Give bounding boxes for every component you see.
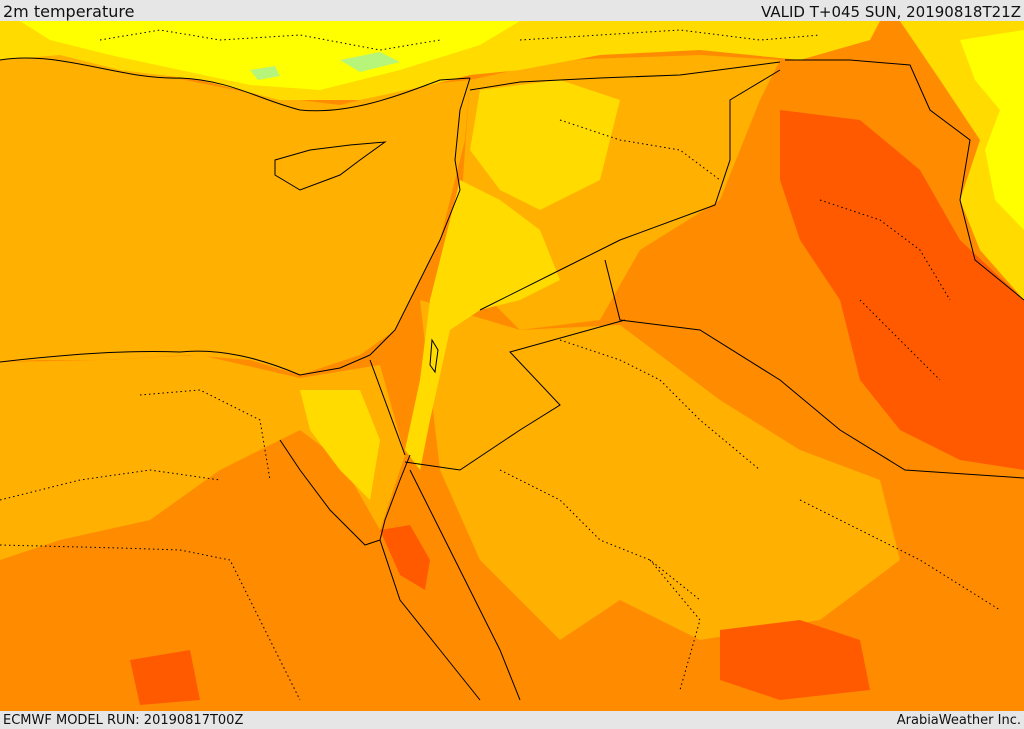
coastline-red-sea xyxy=(379,539,481,701)
map-title: 2m temperature xyxy=(3,2,135,21)
anatolia-green-patch xyxy=(340,52,400,72)
border-jordan-iraq xyxy=(604,259,1024,479)
footer-bar: ECMWF MODEL RUN: 20190817T00Z ArabiaWeat… xyxy=(0,711,1024,729)
coastline-egypt xyxy=(0,350,371,376)
syria-cool-band xyxy=(470,80,620,210)
temperature-map[interactable] xyxy=(0,21,1024,711)
province-line xyxy=(0,544,301,701)
coastline-levant xyxy=(369,77,471,356)
arabia-hot-patch xyxy=(720,620,870,700)
sinai-cool-patch xyxy=(300,390,380,500)
province-line xyxy=(0,469,221,501)
internal-boundaries xyxy=(0,29,1001,701)
borders-and-coastlines xyxy=(0,57,1024,701)
province-line xyxy=(799,499,1001,611)
province-line xyxy=(559,119,721,181)
arabia-interior-warm xyxy=(420,300,900,640)
levant-highland-cool xyxy=(405,180,560,470)
province-line xyxy=(649,559,701,691)
province-line xyxy=(519,29,821,41)
coastline-gulf-aqaba xyxy=(379,454,411,541)
border-syria-iraq xyxy=(479,69,781,311)
north-africa-warm-band xyxy=(0,355,405,560)
credit: ArabiaWeather Inc. xyxy=(896,713,1021,728)
coastline-cyprus xyxy=(274,141,387,191)
coastline-turkey xyxy=(0,57,471,112)
border-israel-egypt xyxy=(369,359,406,456)
red-sea-hot-patch xyxy=(380,525,430,590)
province-line xyxy=(139,389,271,481)
anatolia-coldest-area xyxy=(20,21,520,90)
egypt-hot-patch xyxy=(130,650,200,705)
province-line xyxy=(819,199,951,301)
map-svg xyxy=(0,21,1024,711)
sea-temperature-area xyxy=(0,50,470,375)
coastline-dead-sea xyxy=(429,338,439,374)
province-line xyxy=(99,29,441,51)
valid-time: VALID T+045 SUN, 20190818T21Z xyxy=(761,3,1021,21)
header-bar: 2m temperature VALID T+045 SUN, 20190818… xyxy=(0,0,1024,21)
province-line xyxy=(859,299,941,381)
border-jordan-saudi xyxy=(404,319,626,471)
border-iran-iraq xyxy=(785,59,1024,301)
province-line xyxy=(499,469,701,601)
mesopotamia-hot-area xyxy=(780,110,1024,470)
border-turkey-syria xyxy=(469,61,781,91)
anatolia-green-patch-2 xyxy=(250,66,280,80)
coastline-gulf-suez xyxy=(279,439,381,546)
iran-coldest-patch xyxy=(960,30,1024,230)
coastline-arabia-red-sea xyxy=(409,469,521,701)
model-run: ECMWF MODEL RUN: 20190817T00Z xyxy=(3,713,244,728)
